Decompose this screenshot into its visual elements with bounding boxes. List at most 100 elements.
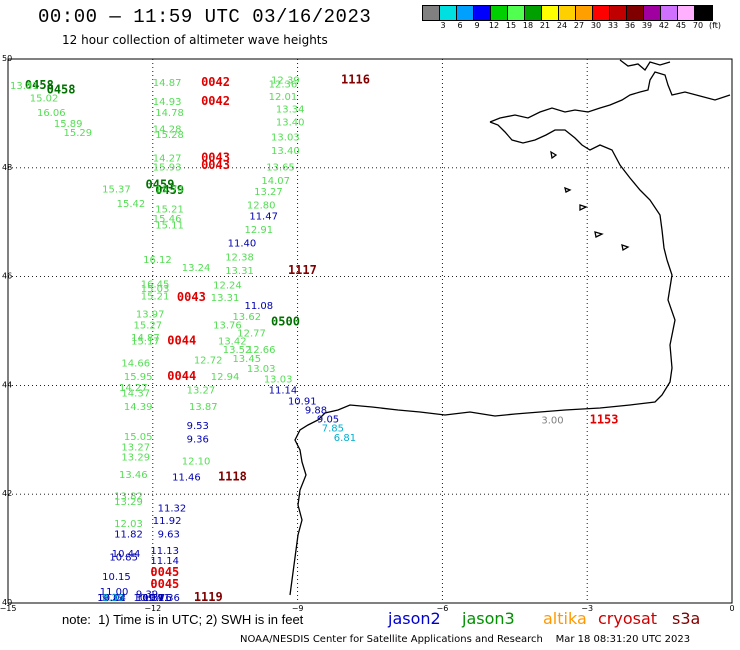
wave-height-label: 13.03: [264, 375, 293, 386]
colorbar-label: 39: [641, 21, 653, 30]
coastline-segment: [564, 186, 572, 193]
wave-height-label: 11.32: [158, 504, 187, 515]
wave-height-label: 13.40: [276, 117, 305, 128]
colorbar-swatch: [508, 6, 525, 20]
wave-height-label: 12.94: [211, 372, 240, 383]
wave-height-label: 6.81: [334, 433, 356, 444]
coastline-segment: [550, 150, 558, 160]
wave-height-label: 9.63: [158, 530, 180, 541]
lat-tick-label: 46: [2, 272, 12, 281]
lon-tick-label: 0: [729, 604, 734, 613]
wave-height-label: 14.27: [119, 383, 148, 394]
colorbar-label: 42: [658, 21, 670, 30]
colorbar-label: 45: [675, 21, 687, 30]
pass-time-label: 0044: [167, 369, 196, 383]
pass-time-label: 1116: [341, 72, 370, 86]
wave-height-label: 13.24: [182, 263, 211, 274]
pass-time-label: 0043: [201, 158, 230, 172]
wave-height-label: 11.82: [114, 530, 143, 541]
colorbar-label: 27: [573, 21, 585, 30]
wave-height-label: 13.27: [254, 187, 283, 198]
wave-height-label: 13.29: [114, 497, 143, 508]
colorbar-label: (ft): [708, 21, 722, 30]
colorbar-swatch: [457, 6, 474, 20]
wave-height-label: 14.39: [124, 402, 153, 413]
wave-height-label: 13.31: [211, 293, 240, 304]
wave-height-label: 15.37: [102, 184, 131, 195]
wave-height-label: 13.87: [189, 402, 218, 413]
wave-height-label: 9.12: [102, 593, 124, 604]
wave-height-label: 11.14: [269, 386, 298, 397]
wave-height-label: 9.71: [148, 593, 170, 604]
wave-height-label: 15.17: [131, 337, 160, 348]
wave-height-label: 12.38: [225, 252, 254, 263]
colorbar-swatch: [491, 6, 508, 20]
pass-time-label: 0459: [146, 177, 175, 191]
wave-height-label: 9.23: [102, 593, 124, 604]
pass-time-label: 0042: [201, 75, 230, 89]
wave-height-label: 15.02: [30, 93, 59, 104]
satellite-legend-s3a: s3a: [672, 609, 701, 628]
wave-height-label: 11.40: [228, 239, 257, 250]
colorbar-labels: 3 6 9 12 15 18 21 24 27 30 33 36 39 42 45 70 (ft): [422, 21, 740, 33]
wave-height-label: 11.00: [100, 587, 129, 598]
wave-height-label: 10.76: [143, 593, 172, 604]
wave-height-label: 15.27: [133, 320, 162, 331]
wave-height-label: 14.78: [155, 108, 184, 119]
colorbar-label: 6: [457, 21, 463, 30]
wave-height-label: 10.02: [97, 593, 126, 604]
lat-tick-label: 48: [2, 163, 12, 172]
pass-time-label: 1118: [218, 470, 247, 484]
pass-time-label: 1117: [288, 263, 317, 277]
wave-height-label: 14.87: [131, 333, 160, 344]
wave-height-label: 10.31: [136, 593, 165, 604]
colorbar-label: 9: [474, 21, 480, 30]
colorbar: [422, 5, 713, 21]
wave-height-label: 13.29: [121, 452, 150, 463]
colorbar-swatch: [576, 6, 593, 20]
colorbar-label: 12: [488, 21, 500, 30]
lon-tick-label: −6: [437, 604, 449, 613]
colorbar-label: 33: [607, 21, 619, 30]
wave-height-label: 16.06: [37, 108, 66, 119]
wave-height-label: 11.92: [153, 516, 182, 527]
wave-height-label: 11.14: [150, 556, 179, 567]
colorbar-swatch: [644, 6, 661, 20]
colorbar-swatch: [610, 6, 627, 20]
satellite-legend-jason2: jason2: [388, 609, 441, 628]
pass-time-label: 1153: [590, 412, 619, 426]
satellite-legend-cryosat: cryosat: [598, 609, 658, 628]
wave-height-label: 10.85: [109, 553, 138, 564]
wave-height-label: 14.07: [261, 176, 290, 187]
colorbar-swatch: [695, 6, 712, 20]
wave-height-label: 11.46: [172, 473, 201, 484]
wave-height-label: 12.80: [247, 201, 276, 212]
pass-time-label: 0043: [201, 150, 230, 164]
pass-time-label: 0043: [177, 290, 206, 304]
pass-time-label: 0459: [155, 183, 184, 197]
observations-layer: 0458045813.8115.0216.0615.8915.290459045…: [10, 72, 619, 604]
coastline-segment: [619, 59, 671, 71]
pass-time-label: 0458: [47, 82, 76, 96]
colorbar-swatch: [474, 6, 491, 20]
wave-height-label: 13.03: [247, 364, 276, 375]
colorbar-swatch: [440, 6, 457, 20]
wave-height-label: 11.13: [150, 546, 179, 557]
pass-time-label: 0045: [150, 577, 179, 591]
wave-height-label: 13.03: [271, 133, 300, 144]
wave-height-label: 15.42: [117, 199, 146, 210]
wave-height-label: 13.62: [232, 312, 261, 323]
wave-height-label: 13.46: [119, 470, 148, 481]
colorbar-label: 3: [440, 21, 446, 30]
wave-height-label: 14.37: [121, 388, 150, 399]
coastline-segment: [489, 121, 668, 261]
chart-subtitle: 12 hour collection of altimeter wave hei…: [62, 33, 328, 47]
colorbar-swatch: [525, 6, 542, 20]
lat-tick-label: 42: [2, 489, 12, 498]
wave-height-label: 13.81: [10, 81, 39, 92]
wave-height-label: 13.52: [223, 345, 252, 356]
wave-height-label: 14.66: [121, 358, 150, 369]
wave-height-label: 9.88: [305, 406, 327, 417]
wave-height-label: 15.11: [155, 221, 184, 232]
lon-tick-label: −9: [292, 604, 304, 613]
